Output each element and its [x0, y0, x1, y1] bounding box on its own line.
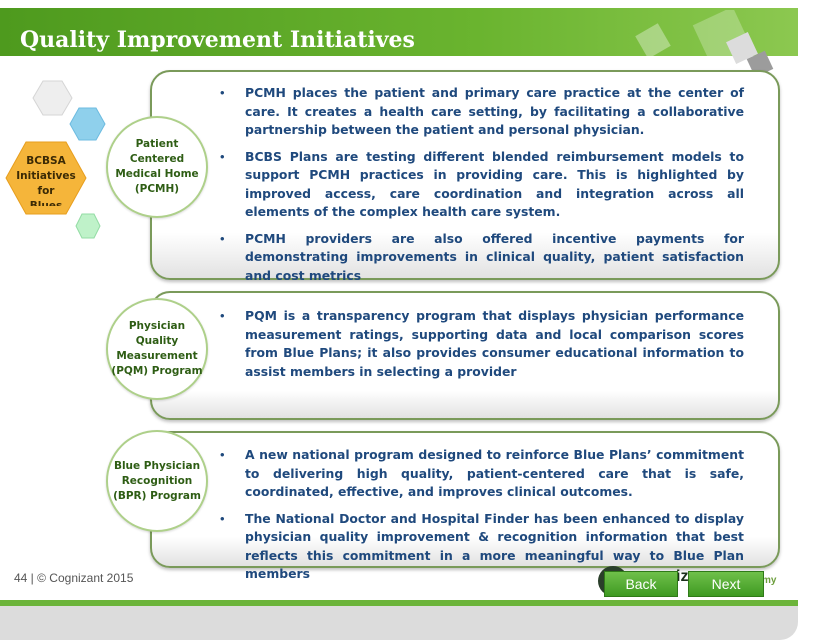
bullet-item: • PCMH providers are also offered incenti… [220, 230, 744, 286]
bullet-text: The National Doctor and Hospital Finder … [245, 510, 744, 582]
footer-gray-bar [0, 606, 798, 640]
next-button[interactable]: Next [688, 571, 764, 597]
bpr-circle: Blue Physician Recognition (BPR) Program [106, 430, 208, 532]
bullet-text: PQM is a transparency program that displ… [245, 308, 744, 379]
bullet-dot: • [220, 148, 225, 164]
pqm-bullet-list: • PQM is a transparency program that disp… [220, 307, 744, 389]
bullet-text: PCMH providers are also offered incentiv… [245, 230, 744, 283]
bullet-dot: • [220, 230, 225, 246]
hexagon-blue [69, 107, 106, 141]
hexagon-gray [32, 80, 73, 116]
slide: Quality Improvement Initiatives BCBSA In… [0, 0, 798, 640]
title-bar: Quality Improvement Initiatives [0, 8, 798, 56]
page-title: Quality Improvement Initiatives [20, 27, 415, 53]
hexagon-mint [75, 213, 101, 239]
footer-green-bar [0, 600, 798, 606]
right-margin [798, 0, 832, 640]
bullet-item: • BCBS Plans are testing different blende… [220, 148, 744, 222]
hexagon-orange [5, 141, 87, 215]
footer-copyright: 44 | © Cognizant 2015 [14, 571, 134, 585]
hexagon-cluster: BCBSA Initiatives for Blues [5, 80, 106, 239]
bullet-text: A new national program designed to reinf… [245, 447, 744, 499]
pqm-panel [150, 291, 780, 420]
bullet-item: • The National Doctor and Hospital Finder… [220, 510, 744, 584]
bpr-bullet-list: • A new national program designed to rein… [220, 446, 744, 592]
bullet-dot: • [220, 447, 225, 462]
bpr-label: Blue Physician Recognition (BPR) Program [113, 459, 201, 502]
back-button[interactable]: Back [604, 571, 678, 597]
bullet-dot: • [220, 510, 225, 526]
bpr-panel [150, 431, 780, 568]
logo-text: iz [676, 568, 689, 585]
pcmh-panel [150, 70, 780, 280]
bullet-dot: • [220, 308, 225, 323]
bullet-text: BCBS Plans are testing different blended… [245, 148, 744, 220]
pcmh-circle: Patient Centered Medical Home (PCMH) [106, 116, 208, 218]
bullet-item: • PQM is a transparency program that disp… [220, 307, 744, 381]
bullet-dot: • [220, 85, 225, 100]
bullet-text: PCMH places the patient and primary care… [245, 85, 744, 137]
pcmh-bullet-list: • PCMH places the patient and primary car… [220, 84, 744, 293]
pcmh-label: Patient Centered Medical Home (PCMH) [115, 138, 199, 195]
bullet-item: • A new national program designed to rein… [220, 446, 744, 502]
pqm-circle: Physician Quality Measurement (PQM) Prog… [106, 298, 208, 400]
pqm-label: Physician Quality Measurement (PQM) Prog… [111, 320, 203, 377]
bullet-item: • PCMH places the patient and primary car… [220, 84, 744, 140]
logo-subtext: my [762, 575, 777, 586]
hub-label: BCBSA Initiatives for Blues [16, 155, 76, 206]
